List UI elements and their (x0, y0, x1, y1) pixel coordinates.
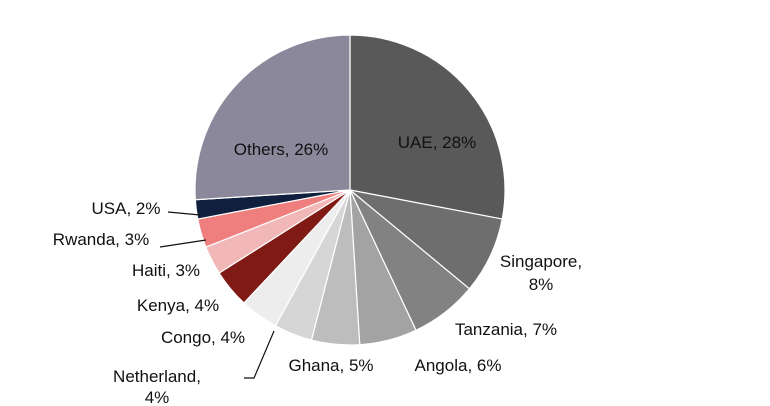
slice-label-netherland: Netherland, (113, 367, 201, 386)
slice-label-singapore: Singapore, (500, 252, 582, 271)
pie-slice-others (194, 34, 351, 201)
pie-slices (194, 34, 506, 346)
slice-label-others: Others, 26% (234, 140, 329, 159)
slice-label-ghana: Ghana, 5% (288, 356, 373, 375)
slice-label-tanzania: Tanzania, 7% (455, 320, 557, 339)
leader-lines (159, 211, 275, 379)
leader-line-rwanda (159, 239, 207, 248)
pie-slice-uae (349, 34, 506, 220)
slice-label-uae: UAE, 28% (398, 133, 476, 152)
slice-label-haiti: Haiti, 3% (132, 261, 200, 280)
slice-label-angola: Angola, 6% (415, 356, 502, 375)
slice-label-rwanda: Rwanda, 3% (53, 230, 149, 249)
leader-line-usa (167, 211, 201, 216)
leader-line-netherland (244, 330, 275, 379)
slice-label-kenya: Kenya, 4% (137, 296, 219, 315)
slice-label-usa: USA, 2% (92, 199, 161, 218)
slice-label-netherland-line2: 4% (145, 388, 170, 406)
slice-label-singapore-line2: 8% (529, 275, 554, 294)
slice-labels: UAE, 28% Singapore, 8% Tanzania, 7% Angola, … (53, 133, 582, 406)
slice-label-congo: Congo, 4% (161, 328, 245, 347)
